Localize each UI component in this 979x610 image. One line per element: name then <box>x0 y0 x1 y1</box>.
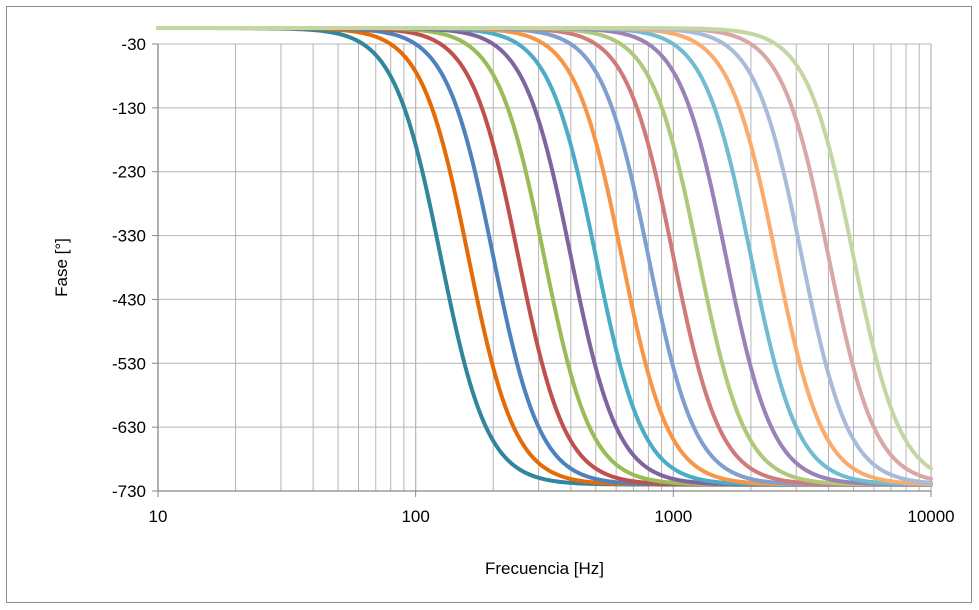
y-axis-title: Fase [°] <box>52 238 71 297</box>
y-tick-label: -130 <box>112 99 146 118</box>
y-tick-label: -30 <box>121 35 146 54</box>
y-tick-label: -230 <box>112 163 146 182</box>
x-tick-label: 1000 <box>654 507 692 526</box>
series-line-17 <box>156 26 933 471</box>
y-tick-label: -730 <box>112 482 146 501</box>
x-tick-label: 10 <box>149 507 168 526</box>
y-tick-label: -630 <box>112 418 146 437</box>
x-tick-label: 100 <box>401 507 429 526</box>
x-tick-label: 10000 <box>907 507 954 526</box>
series-group <box>156 26 933 487</box>
x-axis-title: Frecuencia [Hz] <box>485 559 604 578</box>
y-tick-label: -430 <box>112 290 146 309</box>
chart-area: -30 -130 -230 -330 -430 -530 -630 -730 10 100 1000… <box>6 6 972 603</box>
y-tick-label: -330 <box>112 227 146 246</box>
y-tick-label: -530 <box>112 354 146 373</box>
